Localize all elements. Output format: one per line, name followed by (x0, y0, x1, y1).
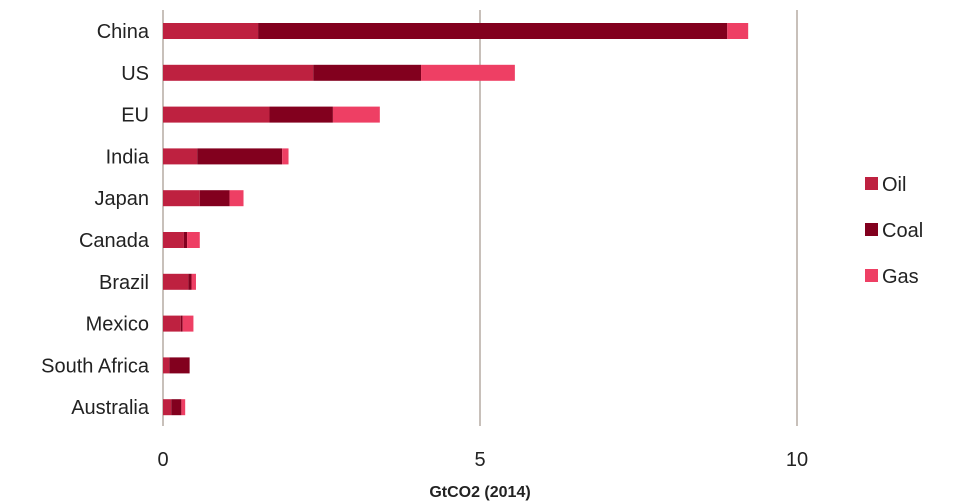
bar-segment-oil (163, 106, 270, 123)
bar-segment-coal (313, 64, 422, 81)
bar-segment-coal (171, 399, 182, 416)
legend: Oil Coal Gas (865, 174, 923, 288)
bar-segment-oil (163, 23, 259, 39)
x-tick-labels: 0 5 10 (157, 449, 808, 471)
category-labels: China US EU India Japan Canada Brazil Mexico Sou… (41, 21, 150, 419)
bar-segment-coal (188, 273, 192, 290)
bar-segment-coal (199, 190, 230, 207)
bar-segment-oil (163, 273, 189, 290)
bar-segment-oil (163, 190, 200, 207)
category-label: South Africa (41, 355, 150, 377)
legend-label: Gas (882, 266, 919, 288)
bar-segment-oil (163, 232, 184, 248)
bar-segment-gas (229, 190, 244, 207)
bar-segment-gas (727, 23, 749, 39)
bar-segment-oil (163, 64, 314, 81)
x-tick-label: 0 (157, 449, 168, 471)
legend-label: Oil (882, 174, 906, 196)
category-label: Canada (79, 230, 150, 252)
x-tick-label: 5 (474, 449, 485, 471)
bar-segment-coal (180, 315, 183, 332)
bar-segment-gas (182, 315, 194, 332)
category-label: EU (121, 105, 149, 127)
category-label: US (121, 63, 149, 85)
bar-segment-gas (332, 106, 380, 123)
bar-segment-gas (421, 64, 515, 81)
bar-segment-gas (187, 232, 200, 248)
category-label: Japan (95, 188, 150, 210)
bar-segment-gas (282, 148, 289, 165)
x-tick-label: 10 (786, 449, 808, 471)
legend-swatch-gas (865, 269, 878, 282)
bar-segment-coal (269, 106, 333, 123)
bar-segment-gas (181, 399, 186, 416)
bar-segment-coal (197, 148, 283, 165)
bar-segment-coal (183, 232, 188, 248)
category-label: India (106, 146, 150, 168)
bar-segment-oil (163, 357, 170, 374)
bar-segment-coal (169, 357, 190, 374)
bar-segment-oil (163, 399, 172, 416)
category-label: Brazil (99, 272, 149, 294)
bar-segment-oil (163, 315, 181, 332)
legend-swatch-coal (865, 223, 878, 236)
bar-segment-oil (163, 148, 198, 165)
legend-label: Coal (882, 220, 923, 242)
bar-segment-gas (191, 273, 196, 290)
bars (163, 23, 749, 416)
bar-segment-coal (258, 23, 728, 39)
category-label: Mexico (86, 314, 149, 336)
category-label: Australia (71, 397, 150, 419)
legend-swatch-oil (865, 177, 878, 190)
x-axis-title: GtCO2 (2014) (429, 484, 530, 501)
category-label: China (97, 21, 150, 43)
